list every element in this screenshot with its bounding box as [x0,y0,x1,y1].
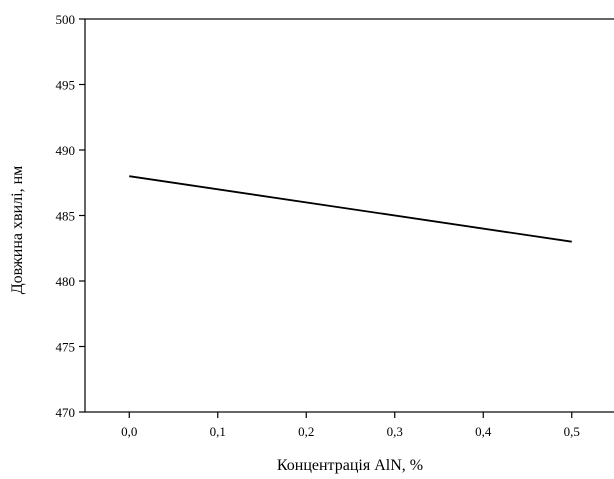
plot-border [84,18,614,413]
x-tick-label: 0,4 [475,424,492,439]
x-axis-label: Концентрація AlN, % [277,457,423,474]
series-line-0 [129,175,572,243]
x-tick-label: 0,1 [210,424,226,439]
y-tick-label: 490 [56,143,76,158]
y-tick-label: 475 [56,340,76,355]
y-tick-label: 480 [56,274,76,289]
x-tick-label: 0,0 [121,424,137,439]
x-tick-label: 0,2 [298,424,314,439]
x-tick-label: 0,3 [387,424,403,439]
x-axis: 0,0 0,1 0,2 0,3 0,4 0,5 [121,412,580,439]
x-tick-label: 0,5 [564,424,580,439]
y-tick-label: 485 [56,209,76,224]
y-tick-label: 500 [56,12,76,27]
y-axis: 470 475 480 485 490 495 500 [56,12,85,420]
series-layer [129,175,572,243]
y-axis-label: Довжина хвилі, нм [9,166,26,295]
y-tick-label: 470 [56,405,76,420]
plot-frame [84,18,614,413]
y-tick-label: 495 [56,78,76,93]
